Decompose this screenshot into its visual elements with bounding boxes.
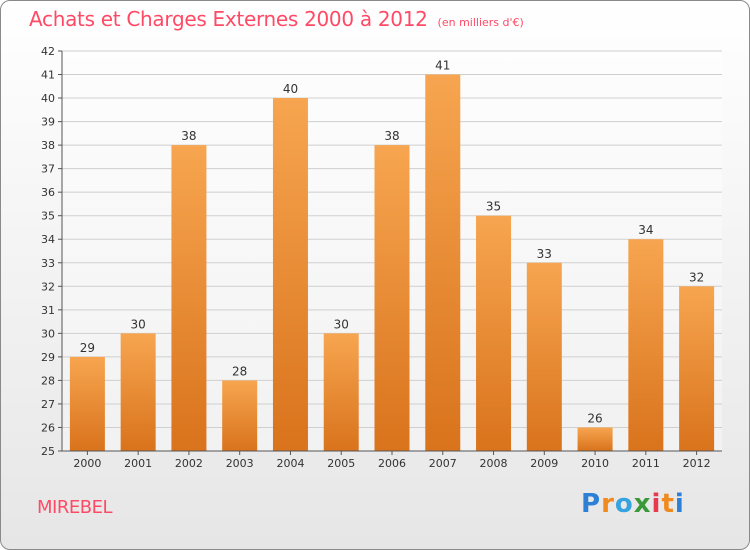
value-label: 38 (384, 129, 399, 143)
y-tick-label: 37 (41, 163, 55, 176)
value-label: 41 (435, 59, 450, 73)
y-tick-label: 40 (41, 92, 55, 105)
value-label: 35 (486, 200, 501, 214)
y-tick-label: 35 (41, 210, 55, 223)
x-tick-label: 2005 (327, 457, 355, 470)
bar (679, 286, 715, 451)
x-tick-label: 2000 (73, 457, 101, 470)
value-label: 33 (537, 247, 552, 261)
x-tick-label: 2006 (378, 457, 406, 470)
y-tick-label: 31 (41, 304, 55, 317)
y-tick-label: 27 (41, 398, 55, 411)
bar (323, 333, 359, 451)
value-label: 38 (181, 129, 196, 143)
logo-letter: x (633, 489, 652, 519)
x-tick-label: 2001 (124, 457, 152, 470)
x-tick-label: 2011 (632, 457, 660, 470)
y-tick-label: 29 (41, 351, 55, 364)
bar (628, 239, 664, 451)
y-tick-label: 36 (41, 186, 55, 199)
bar (526, 262, 562, 451)
y-tick-label: 39 (41, 116, 55, 129)
value-label: 30 (131, 317, 146, 331)
chart-subtitle: (en milliers d'€) (437, 16, 524, 29)
logo-letter: i (674, 489, 685, 519)
x-tick-label: 2004 (276, 457, 304, 470)
logo-letter: P (581, 489, 602, 519)
logo-letter: i (651, 489, 662, 519)
bar (272, 98, 308, 451)
y-tick-label: 26 (41, 421, 55, 434)
proxiti-logo: Proxiti (581, 489, 685, 519)
bar (577, 427, 613, 451)
logo-letter: t (661, 489, 675, 519)
x-tick-label: 2008 (480, 457, 508, 470)
x-tick-label: 2012 (683, 457, 711, 470)
y-tick-label: 34 (41, 233, 55, 246)
y-tick-label: 32 (41, 280, 55, 293)
bar (171, 145, 207, 451)
x-tick-label: 2003 (226, 457, 254, 470)
y-tick-label: 41 (41, 69, 55, 82)
y-tick-label: 30 (41, 327, 55, 340)
bar (425, 74, 461, 451)
y-tick-label: 42 (41, 45, 55, 58)
x-tick-label: 2007 (429, 457, 457, 470)
x-tick-label: 2009 (530, 457, 558, 470)
bar (69, 356, 105, 451)
value-label: 28 (232, 364, 247, 378)
bar (120, 333, 156, 451)
value-label: 30 (334, 317, 349, 331)
y-tick-label: 33 (41, 257, 55, 270)
logo-letter: o (614, 489, 634, 519)
value-label: 34 (638, 223, 653, 237)
x-tick-label: 2002 (175, 457, 203, 470)
y-tick-label: 28 (41, 374, 55, 387)
x-tick-label: 2010 (581, 457, 609, 470)
bar (374, 145, 410, 451)
value-label: 29 (80, 341, 95, 355)
value-label: 32 (689, 270, 704, 284)
y-tick-label: 25 (41, 445, 55, 458)
location-name: MIREBEL (37, 497, 112, 518)
value-label: 26 (587, 411, 602, 425)
title-row: Achats et Charges Externes 2000 à 2012 (e… (29, 7, 524, 31)
logo-letter: r (601, 489, 615, 519)
value-label: 40 (283, 82, 298, 96)
y-tick-label: 38 (41, 139, 55, 152)
bar (222, 380, 258, 451)
chart-title: Achats et Charges Externes 2000 à 2012 (29, 7, 428, 31)
bar (476, 215, 512, 451)
